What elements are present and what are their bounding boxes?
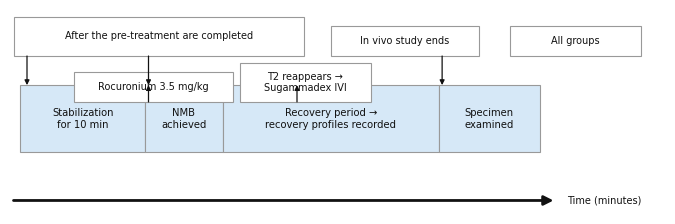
Bar bbox=[439, 85, 540, 152]
Text: Specimen
examined: Specimen examined bbox=[464, 108, 514, 129]
Text: Time (minutes): Time (minutes) bbox=[567, 196, 641, 205]
Text: NMB
achieved: NMB achieved bbox=[161, 108, 207, 129]
Bar bbox=[14, 17, 304, 56]
Text: Stabilization
for 10 min: Stabilization for 10 min bbox=[52, 108, 113, 129]
Bar bbox=[74, 72, 233, 102]
Text: T2 reappears →
Sugammadex IVI: T2 reappears → Sugammadex IVI bbox=[264, 71, 347, 93]
Bar bbox=[223, 85, 439, 152]
Bar bbox=[145, 85, 223, 152]
Text: After the pre-treatment are completed: After the pre-treatment are completed bbox=[65, 31, 252, 41]
Bar bbox=[331, 26, 479, 56]
Text: Recovery period →
recovery profiles recorded: Recovery period → recovery profiles reco… bbox=[265, 108, 396, 129]
Bar bbox=[510, 26, 641, 56]
Bar bbox=[240, 63, 371, 102]
Text: Rocuronium 3.5 mg/kg: Rocuronium 3.5 mg/kg bbox=[99, 82, 209, 92]
Text: All groups: All groups bbox=[551, 36, 600, 46]
Text: In vivo study ends: In vivo study ends bbox=[360, 36, 450, 46]
Bar bbox=[20, 85, 145, 152]
